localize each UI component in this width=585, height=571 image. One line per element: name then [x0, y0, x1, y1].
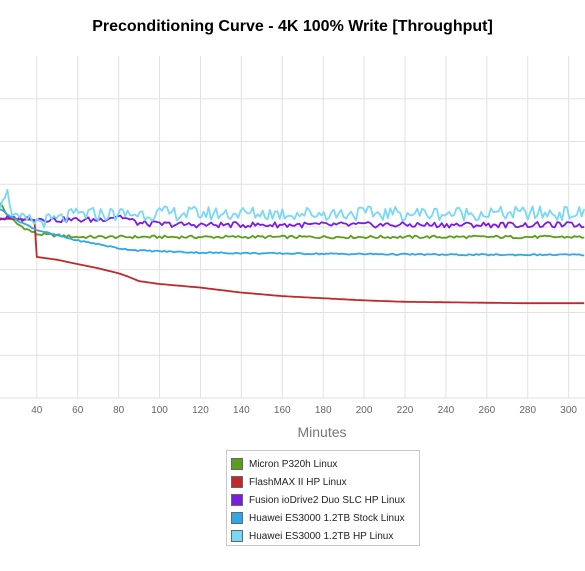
legend-label: Micron P320h Linux: [249, 458, 338, 470]
legend-label: Huawei ES3000 1.2TB Stock Linux: [249, 512, 405, 524]
legend: Micron P320h Linux FlashMAX II HP Linux Fu…: [226, 450, 420, 546]
chart-title: Preconditioning Curve - 4K 100% Write [T…: [92, 18, 493, 35]
legend-swatch: [231, 530, 243, 542]
legend-label: FlashMAX II HP Linux: [249, 476, 347, 488]
x-tick-label: 100: [151, 405, 168, 416]
tick-layer: 40 60 80 100 120 140 160 180 200 220 240 260 280 300: [31, 405, 577, 416]
x-tick-label: 160: [274, 405, 291, 416]
legend-swatch: [231, 476, 243, 488]
x-tick-label: 220: [397, 405, 414, 416]
x-axis-label: Minutes: [297, 424, 346, 440]
x-tick-label: 120: [192, 405, 209, 416]
x-tick-label: 140: [233, 405, 250, 416]
legend-swatch: [231, 512, 243, 524]
grid-layer: [0, 56, 585, 399]
series-line: [0, 208, 585, 257]
x-tick-label: 260: [478, 405, 495, 416]
series-line: [0, 217, 585, 305]
legend-item: Micron P320h Linux: [227, 455, 419, 473]
x-tick-label: 280: [519, 405, 536, 416]
x-tick-label: 200: [356, 405, 373, 416]
x-tick-label: 60: [72, 405, 84, 416]
series-line: [0, 202, 585, 240]
legend-label: Fusion ioDrive2 Duo SLC HP Linux: [249, 494, 406, 506]
legend-swatch: [231, 494, 243, 506]
legend-item: Huawei ES3000 1.2TB Stock Linux: [227, 509, 419, 527]
legend-label: Huawei ES3000 1.2TB HP Linux: [249, 530, 394, 542]
series-layer: [0, 188, 585, 305]
x-tick-label: 240: [438, 405, 455, 416]
legend-item: Fusion ioDrive2 Duo SLC HP Linux: [227, 491, 419, 509]
series-line: [0, 188, 585, 229]
x-tick-label: 300: [560, 405, 577, 416]
x-tick-label: 80: [113, 405, 125, 416]
x-tick-label: 180: [315, 405, 332, 416]
legend-swatch: [231, 458, 243, 470]
x-tick-label: 40: [31, 405, 43, 416]
legend-item: Huawei ES3000 1.2TB HP Linux: [227, 527, 419, 545]
legend-item: FlashMAX II HP Linux: [227, 473, 419, 491]
